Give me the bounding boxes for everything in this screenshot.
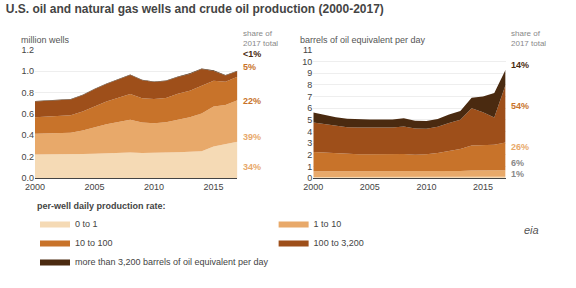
svg-text:39%: 39% bbox=[243, 132, 261, 142]
svg-text:share of2017 total: share of2017 total bbox=[243, 29, 278, 48]
svg-text:22%: 22% bbox=[243, 96, 261, 106]
svg-text:million wells: million wells bbox=[21, 35, 70, 45]
svg-text:4: 4 bbox=[307, 127, 312, 137]
svg-text:8: 8 bbox=[307, 80, 312, 90]
svg-text:10: 10 bbox=[302, 57, 312, 67]
svg-text:14%: 14% bbox=[511, 60, 529, 70]
svg-text:6: 6 bbox=[307, 103, 312, 113]
svg-text:2015: 2015 bbox=[473, 182, 493, 192]
svg-text:11: 11 bbox=[303, 45, 312, 55]
svg-text:0: 0 bbox=[307, 173, 312, 183]
svg-text:2010: 2010 bbox=[416, 182, 436, 192]
svg-text:2: 2 bbox=[307, 150, 312, 160]
svg-text:0.4: 0.4 bbox=[21, 130, 34, 140]
svg-text:0.0: 0.0 bbox=[21, 173, 34, 183]
svg-text:eia: eia bbox=[524, 224, 539, 236]
svg-text:U.S. oil and natural gas wells: U.S. oil and natural gas wells and crude… bbox=[6, 2, 384, 16]
svg-text:0.6: 0.6 bbox=[21, 109, 34, 119]
svg-text:5%: 5% bbox=[243, 62, 256, 72]
svg-text:0.2: 0.2 bbox=[21, 152, 34, 162]
svg-text:2000: 2000 bbox=[25, 182, 45, 192]
svg-text:2000: 2000 bbox=[303, 182, 323, 192]
svg-text:1.2: 1.2 bbox=[21, 45, 34, 55]
svg-text:1%: 1% bbox=[511, 169, 524, 179]
svg-text:1: 1 bbox=[307, 162, 312, 172]
svg-text:9: 9 bbox=[307, 68, 312, 78]
svg-text:2010: 2010 bbox=[144, 182, 164, 192]
svg-text:100 to 3,200: 100 to 3,200 bbox=[314, 238, 364, 248]
svg-text:1 to 10: 1 to 10 bbox=[314, 219, 342, 229]
svg-text:barrels of oil equivalent per: barrels of oil equivalent per day bbox=[300, 35, 426, 45]
svg-text:26%: 26% bbox=[511, 142, 529, 152]
svg-text:10 to 100: 10 to 100 bbox=[75, 238, 113, 248]
svg-text:54%: 54% bbox=[511, 101, 529, 111]
svg-text:<1%: <1% bbox=[243, 49, 261, 59]
svg-text:2005: 2005 bbox=[360, 182, 380, 192]
svg-text:7: 7 bbox=[307, 92, 312, 102]
svg-text:2005: 2005 bbox=[85, 182, 105, 192]
svg-text:more than 3,200 barrels of oil: more than 3,200 barrels of oil equivalen… bbox=[75, 257, 269, 267]
svg-text:1.0: 1.0 bbox=[21, 66, 34, 76]
svg-text:0 to 1: 0 to 1 bbox=[75, 219, 98, 229]
svg-text:per-well daily production rate: per-well daily production rate: bbox=[37, 201, 166, 211]
svg-text:34%: 34% bbox=[243, 162, 261, 172]
svg-text:6%: 6% bbox=[511, 158, 524, 168]
svg-text:2015: 2015 bbox=[204, 182, 224, 192]
svg-text:0.8: 0.8 bbox=[21, 88, 34, 98]
svg-text:3: 3 bbox=[307, 138, 312, 148]
svg-text:5: 5 bbox=[307, 115, 312, 125]
svg-text:share of2017 total: share of2017 total bbox=[511, 29, 546, 48]
